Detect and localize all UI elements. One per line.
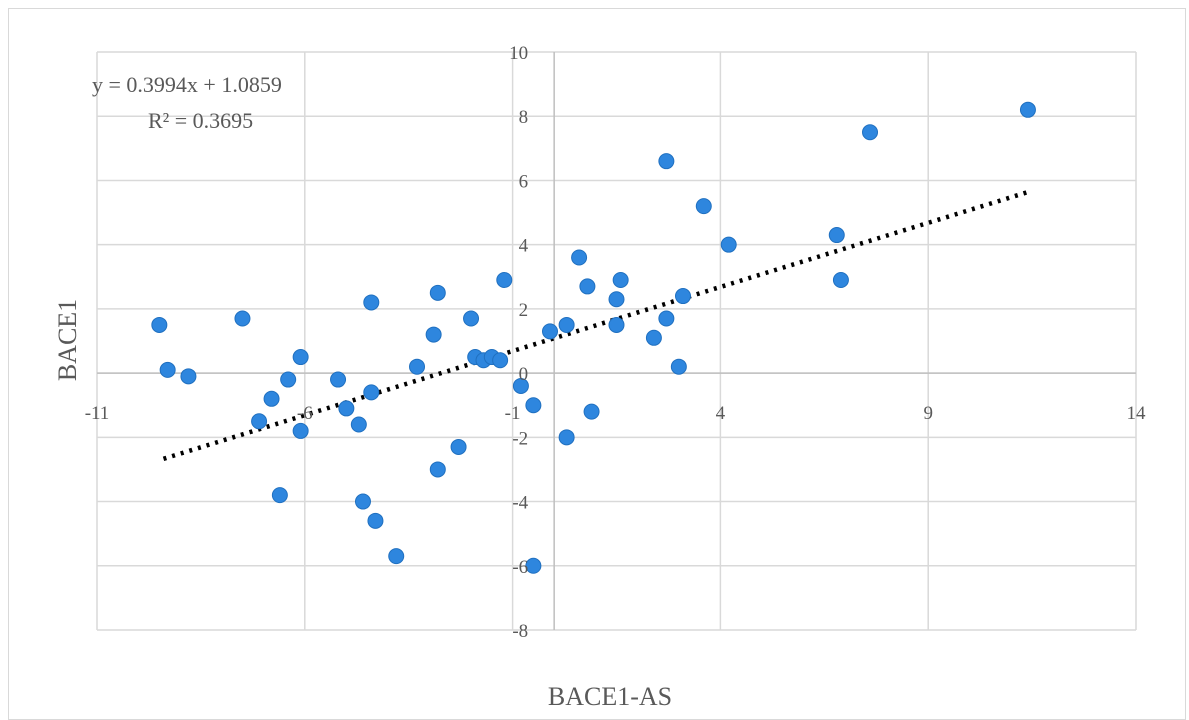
x-tick-label: -11 <box>85 403 110 424</box>
y-tick-label: 4 <box>519 236 529 257</box>
regression-equation: y = 0.3994x + 1.0859 <box>92 72 282 97</box>
x-tick-label: -1 <box>505 403 521 424</box>
data-point <box>512 377 529 394</box>
chart-frame <box>8 8 1186 720</box>
data-point <box>542 323 559 340</box>
y-tick-label: -6 <box>512 557 528 578</box>
data-point <box>367 512 384 529</box>
data-point <box>645 329 662 346</box>
data-point <box>450 438 467 455</box>
data-point <box>583 403 600 420</box>
data-point <box>658 310 675 327</box>
data-point <box>280 371 297 388</box>
r-squared-label: R² = 0.3695 <box>148 108 253 133</box>
data-point <box>608 316 625 333</box>
data-point <box>862 124 879 141</box>
y-axis-title: BACE1 <box>53 299 82 381</box>
data-point <box>832 271 849 288</box>
data-point <box>463 310 480 327</box>
trendline <box>162 189 1029 461</box>
y-tick-label: 0 <box>519 364 529 385</box>
y-tick-label: -2 <box>512 428 528 449</box>
y-tick-label: 8 <box>519 107 529 128</box>
data-point <box>409 358 426 375</box>
y-tick-label: -8 <box>512 621 528 642</box>
data-point <box>271 487 288 504</box>
data-point <box>429 284 446 301</box>
x-tick-label: 9 <box>923 403 933 424</box>
x-tick-label: -6 <box>297 403 313 424</box>
data-point <box>425 326 442 343</box>
data-point <box>612 271 629 288</box>
data-point <box>429 461 446 478</box>
data-point <box>234 310 251 327</box>
x-axis-title: BACE1-AS <box>548 682 672 711</box>
y-tick-label: 10 <box>509 43 528 64</box>
data-point <box>828 227 845 244</box>
data-point <box>350 416 367 433</box>
data-point <box>330 371 347 388</box>
gridlines <box>96 51 1137 631</box>
data-point <box>658 153 675 170</box>
data-point <box>579 278 596 295</box>
data-point <box>695 198 712 215</box>
data-points <box>151 101 1036 574</box>
data-point <box>525 397 542 414</box>
y-tick-label: 2 <box>519 300 529 321</box>
data-point <box>525 557 542 574</box>
data-point <box>363 294 380 311</box>
y-tick-labels: -8 -6 -4 -2 0 2 4 6 8 10 <box>509 43 529 642</box>
data-point <box>263 390 280 407</box>
data-point <box>251 413 268 430</box>
data-point <box>496 271 513 288</box>
data-point <box>720 236 737 253</box>
data-point <box>670 358 687 375</box>
data-point <box>1019 101 1036 118</box>
data-point <box>292 422 309 439</box>
data-point <box>292 349 309 366</box>
data-point <box>363 384 380 401</box>
trendline-path <box>162 189 1029 461</box>
data-point <box>159 361 176 378</box>
data-point <box>608 291 625 308</box>
y-tick-label: -4 <box>512 493 528 514</box>
x-tick-label: 4 <box>716 403 726 424</box>
data-point <box>674 288 691 305</box>
data-point <box>558 429 575 446</box>
data-point <box>338 400 355 417</box>
data-point <box>492 352 509 369</box>
x-tick-label: 14 <box>1127 403 1147 424</box>
data-point <box>151 316 168 333</box>
x-tick-labels: -11 -6 -1 4 9 14 <box>85 403 1146 424</box>
data-point <box>558 316 575 333</box>
data-point <box>180 368 197 385</box>
data-point <box>571 249 588 266</box>
y-tick-label: 6 <box>519 171 529 192</box>
data-point <box>354 493 371 510</box>
data-point <box>388 548 405 565</box>
